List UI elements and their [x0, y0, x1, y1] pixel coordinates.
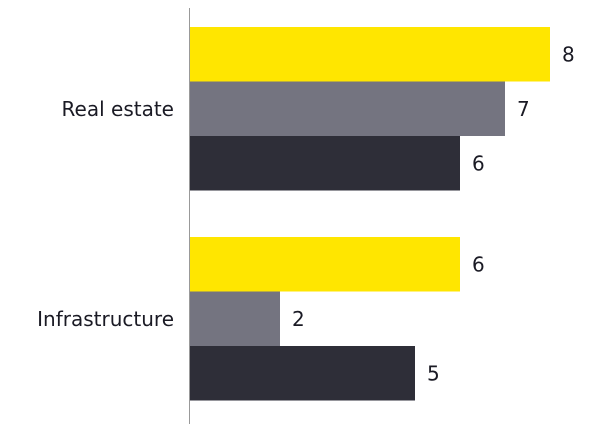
bars-group [190, 27, 550, 401]
bar-third [190, 346, 415, 401]
bar-second [190, 291, 280, 346]
category-label: Real estate [62, 97, 174, 121]
data-label: 8 [562, 42, 575, 66]
category-label: Infrastructure [37, 307, 174, 331]
data-label: 6 [472, 151, 485, 175]
data-label: 2 [292, 307, 305, 331]
labels-group: Real estate 8 7 6 Infrastructure 6 2 5 [37, 42, 575, 385]
bar-second [190, 81, 505, 136]
data-label: 5 [427, 361, 440, 385]
bar-third [190, 136, 460, 191]
data-label: 6 [472, 252, 485, 276]
bar-first [190, 237, 460, 292]
bar-first [190, 27, 550, 82]
data-label: 7 [517, 97, 530, 121]
